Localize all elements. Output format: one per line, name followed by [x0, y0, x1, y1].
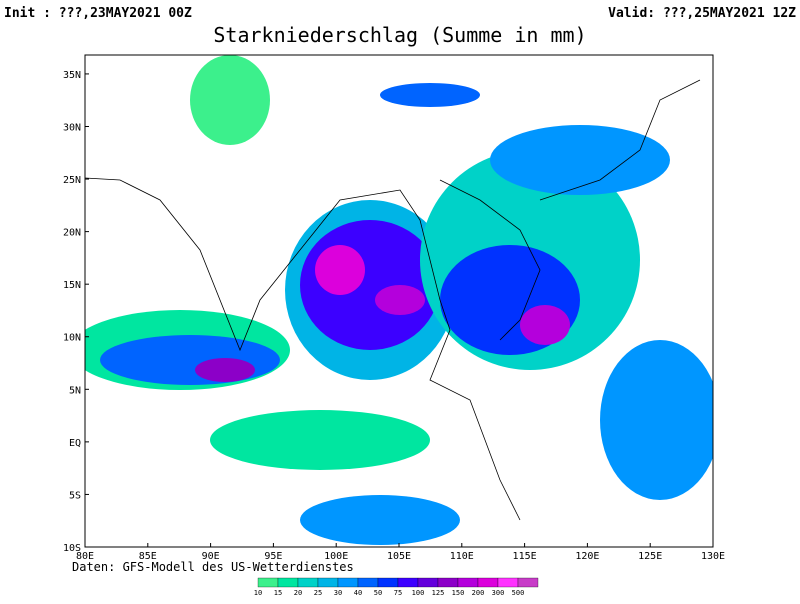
x-tick-label: 85E [139, 551, 157, 562]
legend-swatch [457, 577, 479, 588]
data-source: Daten: GFS-Modell des US-Wetterdienstes [72, 560, 354, 574]
y-tick-label: 5S [69, 490, 81, 501]
y-tick-label: 10N [63, 333, 81, 344]
x-tick-label: 100E [324, 551, 348, 562]
legend-label: 200 [472, 589, 485, 597]
precip-area [380, 83, 480, 107]
legend-label: 30 [334, 589, 342, 597]
legend-label: 20 [294, 589, 302, 597]
coastline [85, 177, 521, 521]
coastline [439, 79, 701, 341]
legend-swatch [317, 577, 339, 588]
legend-swatch [357, 577, 379, 588]
y-tick-label: 15N [63, 280, 81, 291]
legend-swatch [337, 577, 359, 588]
x-tick-label: 80E [76, 551, 94, 562]
x-tick-label: 125E [638, 551, 662, 562]
legend-label: 150 [452, 589, 465, 597]
legend-label: 25 [314, 589, 322, 597]
precip-area [315, 245, 365, 295]
legend-label: 125 [432, 589, 445, 597]
y-tick-label: 5N [69, 385, 81, 396]
x-tick-label: 90E [202, 551, 220, 562]
precip-area [100, 335, 280, 385]
legend-swatch [497, 577, 519, 588]
precip-area [490, 125, 670, 195]
x-tick-label: 95E [264, 551, 282, 562]
legend-label: 10 [254, 589, 262, 597]
map-title: Starkniederschlag (Summe in mm) [213, 23, 586, 47]
legend-swatch [397, 577, 419, 588]
precip-field [85, 55, 713, 547]
legend-swatch [417, 577, 439, 588]
y-tick-label: EQ [69, 438, 81, 449]
precip-area [300, 495, 460, 545]
x-tick-label: 130E [701, 551, 725, 562]
precip-area [520, 305, 570, 345]
legend-label: 100 [412, 589, 425, 597]
legend-swatch [297, 577, 319, 588]
legend-swatch [477, 577, 499, 588]
legend-label: 300 [492, 589, 505, 597]
y-tick-label: 25N [63, 175, 81, 186]
legend-label: 50 [374, 589, 382, 597]
y-tick-label: 20N [63, 228, 81, 239]
precip-area [210, 410, 430, 470]
legend-swatch [437, 577, 459, 588]
legend-swatch [257, 577, 279, 588]
legend-label: 15 [274, 589, 282, 597]
legend-swatch [277, 577, 299, 588]
x-tick-label: 120E [575, 551, 599, 562]
x-tick-label: 115E [513, 551, 537, 562]
legend-swatch [517, 577, 539, 588]
legend-label: 500 [512, 589, 525, 597]
x-tick-label: 105E [387, 551, 411, 562]
precip-area [600, 340, 713, 500]
init-time: Init : ???,23MAY2021 00Z [4, 6, 192, 21]
precip-area [190, 55, 270, 145]
x-tick-label: 110E [450, 551, 474, 562]
y-tick-label: 35N [63, 70, 81, 81]
y-tick-label: 10S [63, 543, 81, 554]
valid-time: Valid: ???,25MAY2021 12Z [608, 6, 796, 21]
legend-label: 75 [394, 589, 402, 597]
y-tick-label: 30N [63, 122, 81, 133]
precip-area [195, 358, 255, 382]
precip-area [375, 285, 425, 315]
legend-swatch [377, 577, 399, 588]
legend-label: 40 [354, 589, 362, 597]
